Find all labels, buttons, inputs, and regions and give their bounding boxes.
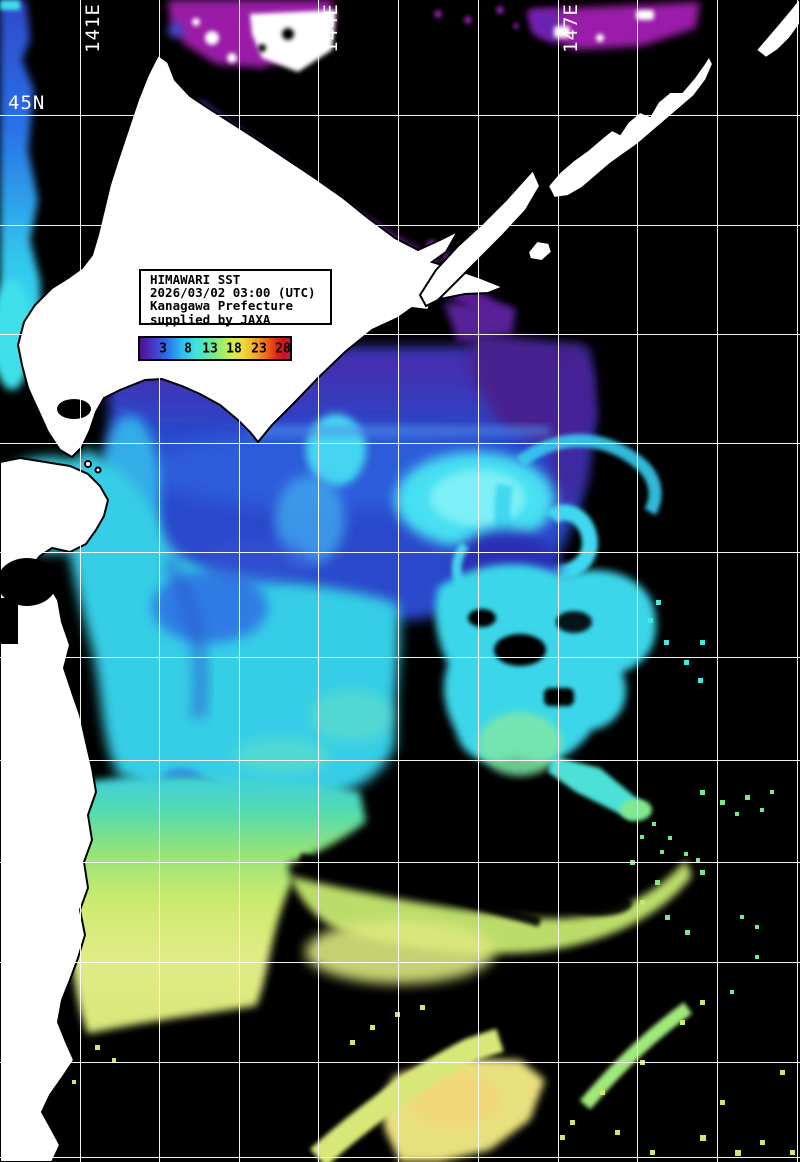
info-line-datetime: 2026/03/02 03:00 (UTC)	[150, 285, 316, 301]
shikotan-island	[526, 239, 554, 263]
info-box: HIMAWARI SST 2026/03/02 03:00 (UTC) Kana…	[139, 269, 332, 327]
longitude-label: 141E	[82, 3, 104, 53]
scale-tick-label: 13	[202, 341, 218, 356]
scale-tick-label: 18	[226, 341, 242, 356]
urup-island	[754, 0, 800, 60]
longitude-label: 144E	[320, 3, 342, 53]
info-line-region: Kanagawa Prefecture	[150, 298, 293, 314]
info-line-title: HIMAWARI SST	[150, 272, 241, 287]
scale-tick-label: 8	[184, 341, 192, 356]
latitude-label: 45N	[8, 92, 46, 114]
kunashiri-island	[418, 168, 542, 308]
small-island	[84, 460, 92, 468]
iturup-island	[546, 53, 715, 200]
masked-bays	[0, 399, 91, 644]
temperature-color-scale: 3 8 13 18 23 28	[138, 336, 292, 361]
longitude-label: 147E	[560, 3, 582, 53]
info-line-credit: supplied by JAXA	[150, 311, 271, 327]
scale-tick-label: 28	[275, 341, 291, 356]
funka-bay	[57, 399, 91, 419]
honshu-coast	[0, 456, 110, 1162]
mutsu-bay	[0, 558, 57, 606]
small-island	[94, 466, 102, 474]
scale-tick-label: 23	[251, 341, 267, 356]
scale-tick-label: 3	[159, 341, 167, 356]
